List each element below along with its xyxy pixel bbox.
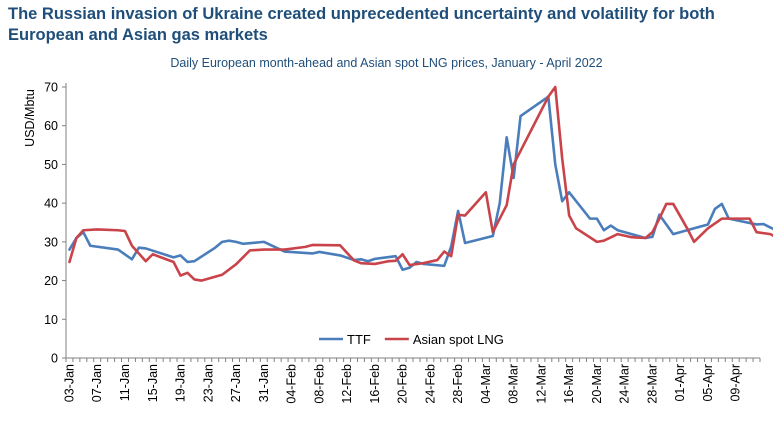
x-tick-label: 09-Apr xyxy=(729,364,743,402)
chart-axes xyxy=(65,83,760,359)
x-tick-label: 08-Mar xyxy=(507,364,521,404)
series-line-asian-spot-lng xyxy=(68,85,773,282)
x-tick-label: 20-Mar xyxy=(590,364,604,404)
y-tick-label: 70 xyxy=(44,81,58,95)
x-tick-label: 12-Feb xyxy=(340,364,354,404)
legend-label: Asian spot LNG xyxy=(413,332,504,347)
y-tick-label: 40 xyxy=(44,197,58,211)
x-tick-label: 20-Feb xyxy=(396,364,410,404)
x-tick-label: 19-Jan xyxy=(174,364,188,402)
x-tick-label: 08-Feb xyxy=(312,364,326,404)
x-tick-label: 23-Jan xyxy=(201,364,215,402)
x-tick-label: 27-Jan xyxy=(229,364,243,402)
x-tick-label: 01-Apr xyxy=(673,364,687,402)
x-tick-label: 28-Mar xyxy=(645,364,659,404)
y-tick-label: 50 xyxy=(44,158,58,172)
x-tick-label: 11-Jan xyxy=(118,364,132,401)
y-axis-ticks: 0 10 20 30 40 50 60 70 xyxy=(44,81,66,366)
x-tick-label: 04-Feb xyxy=(285,364,299,404)
x-tick-label: 16-Feb xyxy=(368,364,382,404)
x-tick-label: 07-Jan xyxy=(90,364,104,402)
x-tick-label: 15-Jan xyxy=(146,364,160,402)
x-tick-label: 24-Feb xyxy=(423,364,437,404)
x-axis-ticks: 03-Jan 07-Jan 11-Jan 15-Jan 19-Jan 23-Jan 27-J… xyxy=(62,358,761,404)
series-line-ttf xyxy=(68,95,773,272)
y-tick-label: 60 xyxy=(44,119,58,133)
chart-subtitle: Daily European month-ahead and Asian spo… xyxy=(170,56,603,70)
x-tick-label: 16-Mar xyxy=(562,364,576,404)
x-tick-label: 05-Apr xyxy=(701,364,715,402)
chart-title: The Russian invasion of Ukraine created … xyxy=(8,5,715,44)
x-tick-label: 28-Feb xyxy=(451,364,465,404)
y-tick-label: 0 xyxy=(51,352,58,366)
x-tick-label: 03-Jan xyxy=(62,364,76,402)
y-axis-label: USD/Mbtu xyxy=(23,89,37,147)
series-layer xyxy=(68,85,773,282)
x-tick-label: 24-Mar xyxy=(618,364,632,404)
legend-label: TTF xyxy=(347,332,371,347)
x-tick-label: 04-Mar xyxy=(479,364,493,404)
x-tick-label: 31-Jan xyxy=(257,364,271,402)
x-tick-label: 12-Mar xyxy=(534,364,548,404)
y-tick-label: 20 xyxy=(44,274,58,288)
y-tick-label: 10 xyxy=(44,313,58,327)
legend: TTF Asian spot LNG xyxy=(319,332,504,347)
y-tick-label: 30 xyxy=(44,235,58,249)
